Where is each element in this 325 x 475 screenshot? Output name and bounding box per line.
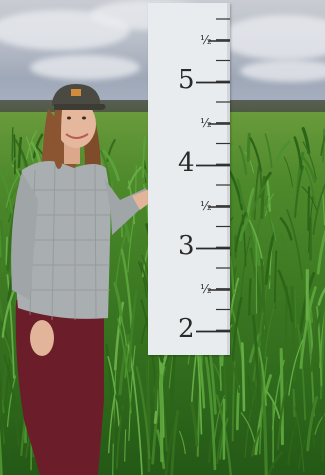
measuring-stick: ½ 5 ½ 4 ½ 3 ½ 2 bbox=[148, 3, 230, 355]
stick-half-label: ½ bbox=[200, 116, 212, 130]
stick-number-label: 4 bbox=[178, 147, 195, 178]
stick-number-label: 5 bbox=[178, 64, 195, 95]
stick-half-label: ½ bbox=[200, 199, 212, 213]
stick-number-label: 3 bbox=[178, 230, 195, 261]
stick-half-label: ½ bbox=[200, 33, 212, 47]
stick-number-label: 2 bbox=[178, 313, 195, 344]
maroon-pants bbox=[15, 300, 105, 475]
stick-tick-marks bbox=[196, 18, 230, 333]
hand bbox=[30, 320, 54, 356]
stick-half-label: ½ bbox=[200, 282, 212, 296]
